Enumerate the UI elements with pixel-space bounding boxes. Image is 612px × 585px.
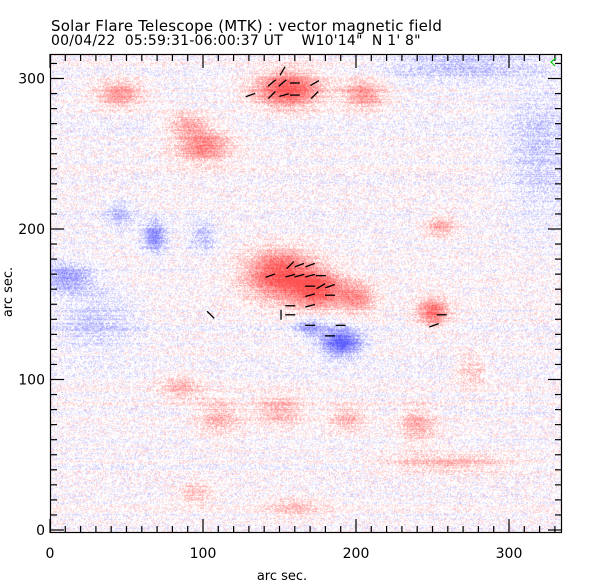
field-vector [305, 303, 316, 308]
field-vector [279, 93, 290, 97]
y-axis-label: arc sec. [1, 267, 16, 317]
field-vector [279, 66, 286, 76]
field-vector [285, 273, 296, 278]
axis-tick-labels: 0 100 200 300 0 100 200 300 [18, 72, 522, 563]
field-vector [294, 262, 305, 268]
x-tick-label: 300 [496, 546, 523, 562]
magnetogram-image [50, 54, 562, 533]
x-tick-label: 200 [343, 546, 370, 562]
field-vector [305, 273, 316, 278]
chart-title: Solar Flare Telescope (MTK) : vector mag… [51, 17, 443, 35]
chart-subtitle: 00/04/22 05:59:31-06:00:37 UT W10'14" N … [51, 33, 421, 49]
field-vector [267, 91, 276, 100]
plot-frame [49, 53, 563, 534]
vector-field-layer [206, 66, 447, 337]
field-vector [316, 283, 326, 290]
axis-ticks [49, 54, 562, 533]
y-tick-label: 200 [18, 222, 45, 238]
field-vector [267, 79, 277, 87]
x-axis-label: arc sec. [257, 569, 307, 584]
y-tick-label: 300 [18, 72, 45, 88]
y-tick-label: 100 [18, 373, 45, 389]
x-tick-label: 0 [46, 546, 55, 562]
field-vector [245, 92, 256, 98]
field-vector [305, 293, 316, 298]
corner-marker-icon [550, 57, 557, 67]
field-vector [286, 261, 295, 270]
x-tick-label: 100 [190, 546, 217, 562]
field-vector [265, 273, 276, 278]
y-tick-label: 0 [36, 523, 45, 539]
field-vector [206, 310, 215, 319]
field-vector [305, 262, 316, 268]
field-vector [429, 322, 439, 328]
field-vector [325, 283, 335, 289]
field-vector [310, 91, 319, 100]
field-vector [294, 273, 305, 278]
field-vector [278, 79, 287, 87]
field-vector [310, 79, 320, 87]
